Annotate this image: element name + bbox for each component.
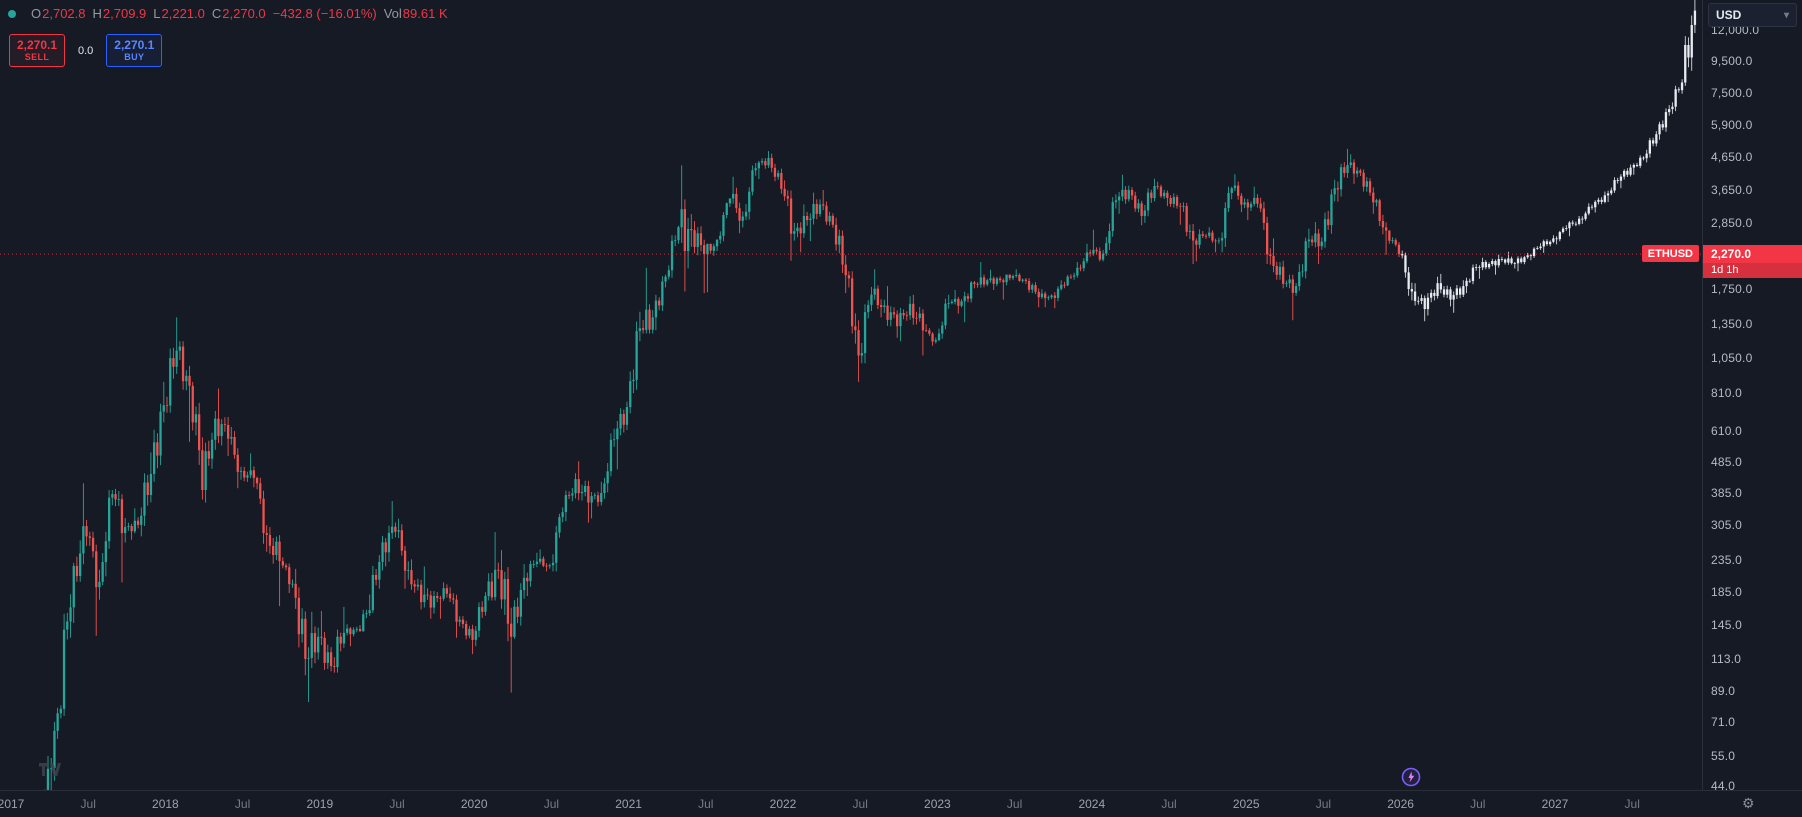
price-axis-label: 235.0 bbox=[1711, 553, 1743, 567]
price-axis-label: 7,500.0 bbox=[1711, 85, 1753, 100]
time-axis-label: 2020 bbox=[460, 797, 488, 811]
time-axis-label: 2017 bbox=[0, 797, 25, 811]
currency-selector[interactable]: USD ▾ bbox=[1708, 3, 1797, 27]
change-value: −432.8 (−16.01%) bbox=[272, 6, 377, 21]
price-axis[interactable]: USD ▾ 2,270.0 1d 1h 12,000.0 9,500.0 7,500… bbox=[1702, 0, 1802, 793]
last-price-value: 2,270.0 bbox=[1703, 245, 1802, 263]
chart-pane[interactable]: O 2,702.8 H 2,709.9 L 2,221.0 C 2,270.0 −432… bbox=[0, 0, 1702, 790]
price-axis-label: 1,350.0 bbox=[1711, 317, 1753, 332]
high-value: 2,709.9 bbox=[102, 6, 147, 21]
price-axis-label: 71.0 bbox=[1711, 714, 1736, 729]
close-value: 2,270.0 bbox=[222, 6, 266, 21]
buy-price: 2,270.1 bbox=[114, 37, 155, 52]
price-axis-label: 3,650.0 bbox=[1711, 183, 1753, 197]
time-axis-label: 2025 bbox=[1232, 797, 1260, 811]
time-axis-label: 2022 bbox=[769, 797, 797, 811]
price-axis-label: 1,050.0 bbox=[1711, 351, 1753, 366]
time-axis-label: Jul bbox=[852, 797, 868, 811]
price-axis-label: 2,850.0 bbox=[1711, 216, 1753, 231]
buy-button[interactable]: 2,270.1 BUY bbox=[106, 34, 163, 67]
sell-button[interactable]: 2,270.1 SELL bbox=[9, 34, 65, 67]
time-axis-label: 2023 bbox=[924, 797, 951, 811]
price-axis-label: 44.0 bbox=[1711, 779, 1736, 793]
candle-countdown: 1d 1h bbox=[1703, 263, 1802, 278]
time-axis-label: Jul bbox=[543, 797, 560, 811]
low-value: 2,221.0 bbox=[161, 6, 205, 21]
ohlc-legend: O 2,702.8 H 2,709.9 L 2,221.0 C 2,270.0 −432… bbox=[8, 6, 448, 21]
time-axis-label: Jul bbox=[234, 797, 251, 811]
time-axis-label: Jul bbox=[80, 797, 96, 811]
time-axis-label: Jul bbox=[1315, 797, 1332, 811]
series-marker-icon[interactable] bbox=[8, 9, 16, 18]
price-axis-label: 610.0 bbox=[1711, 424, 1743, 439]
time-axis-label: 2018 bbox=[152, 797, 179, 811]
price-axis-label: 1,750.0 bbox=[1711, 282, 1753, 297]
time-axis[interactable]: ⚙ 2017 Jul 2018 Jul 2019 Jul 2020 Jul 2021 Jul 202… bbox=[0, 790, 1802, 817]
price-axis-label: 385.0 bbox=[1711, 486, 1743, 501]
high-label: H bbox=[92, 6, 102, 21]
price-axis-label: 4,650.0 bbox=[1711, 150, 1753, 165]
tradingview-logo-icon[interactable] bbox=[38, 762, 62, 782]
buy-button-label: BUY bbox=[124, 52, 145, 63]
order-entry-widget: 2,270.1 SELL 0.0 2,270.1 BUY bbox=[9, 34, 163, 67]
open-label: O bbox=[31, 6, 42, 21]
price-axis-label: 89.0 bbox=[1711, 684, 1736, 698]
time-axis-label: 2024 bbox=[1078, 797, 1106, 811]
spread-value: 0.0 bbox=[78, 44, 94, 57]
time-axis-label: Jul bbox=[1470, 797, 1486, 811]
gear-icon[interactable]: ⚙ bbox=[1742, 795, 1755, 811]
time-axis-label: 2021 bbox=[615, 797, 642, 811]
last-price-symbol-tag: ETHUSD bbox=[1641, 245, 1699, 262]
time-axis-label: Jul bbox=[1006, 797, 1023, 811]
price-axis-label: 810.0 bbox=[1711, 386, 1743, 401]
time-axis-label: Jul bbox=[698, 797, 714, 811]
low-label: L bbox=[153, 6, 161, 21]
sell-price: 2,270.1 bbox=[16, 37, 58, 52]
time-axis-label: Jul bbox=[1624, 797, 1640, 811]
volume-value: 89.61 K bbox=[402, 6, 448, 21]
currency-label: USD bbox=[1716, 8, 1742, 22]
close-label: C bbox=[211, 6, 222, 21]
volume-label: Vol bbox=[383, 6, 402, 21]
price-axis-label: 9,500.0 bbox=[1711, 54, 1753, 68]
price-axis-label: 305.0 bbox=[1711, 517, 1743, 532]
price-axis-label: 55.0 bbox=[1711, 748, 1736, 763]
last-price-tag: 2,270.0 1d 1h bbox=[1703, 245, 1802, 278]
down-candles bbox=[75, 153, 1401, 693]
price-axis-label: 145.0 bbox=[1711, 618, 1743, 633]
price-axis-label: 485.0 bbox=[1711, 455, 1743, 470]
price-axis-label: 113.0 bbox=[1711, 651, 1742, 666]
price-axis-label: 185.0 bbox=[1711, 585, 1743, 600]
chevron-down-icon: ▾ bbox=[1783, 9, 1789, 21]
time-axis-label: 2026 bbox=[1387, 797, 1414, 811]
event-marker-icon[interactable] bbox=[1399, 765, 1423, 790]
candlestick-plot bbox=[0, 0, 1702, 790]
time-axis-label: 2027 bbox=[1541, 797, 1569, 811]
time-axis-label: Jul bbox=[1161, 797, 1177, 811]
price-axis-label: 5,900.0 bbox=[1711, 118, 1753, 133]
up-candles bbox=[44, 148, 1394, 790]
open-value: 2,702.8 bbox=[42, 6, 86, 21]
time-axis-label: Jul bbox=[389, 797, 405, 811]
sell-button-label: SELL bbox=[24, 52, 50, 63]
projection-candles bbox=[1401, 0, 1697, 322]
time-axis-label: 2019 bbox=[306, 797, 334, 811]
